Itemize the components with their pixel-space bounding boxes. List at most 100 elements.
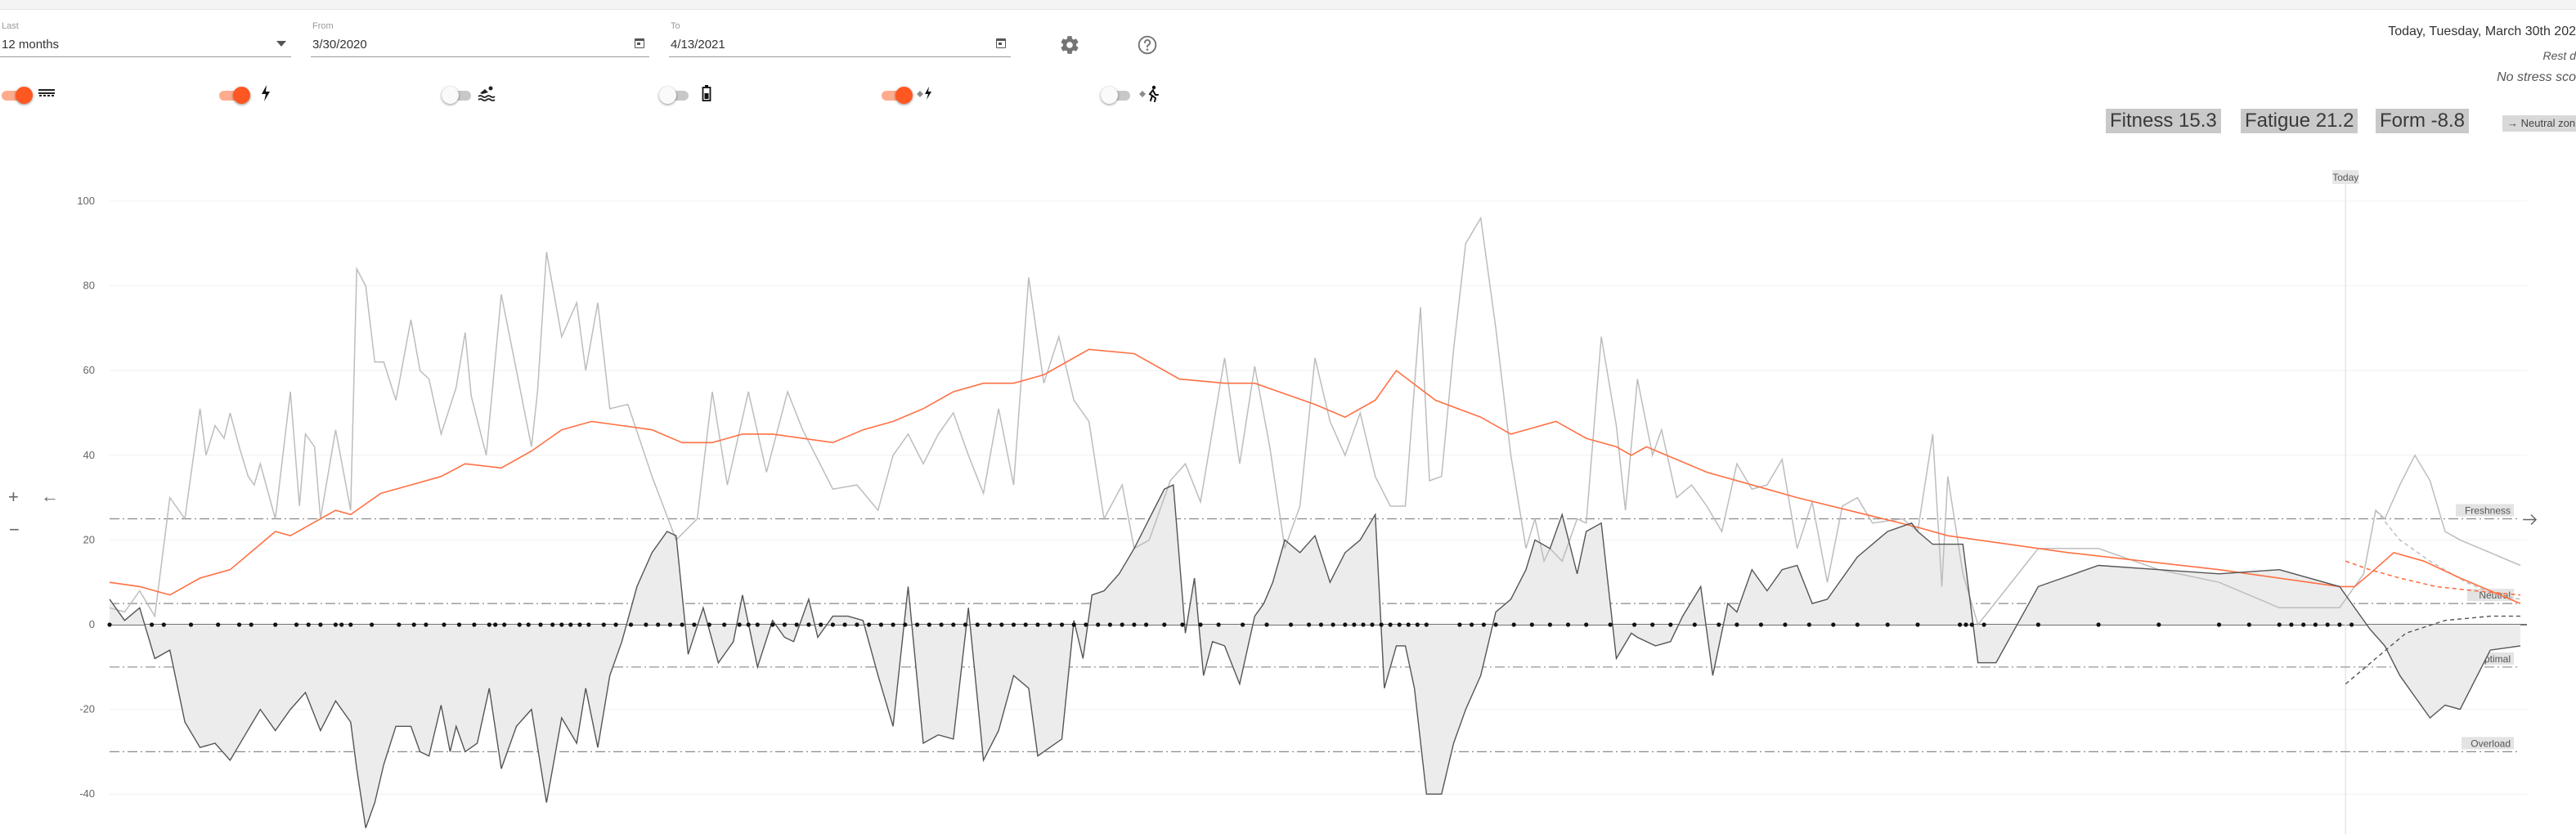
- arrow-right-icon: [2523, 513, 2538, 526]
- activity-marker: [1632, 622, 1637, 627]
- activity-marker: [1352, 622, 1357, 627]
- activity-marker: [782, 622, 788, 627]
- activity-markers: [107, 622, 2354, 627]
- form-line: [109, 484, 2521, 828]
- activity-marker: [1048, 622, 1052, 627]
- last-period-select[interactable]: Last 12 months: [0, 21, 291, 57]
- activity-marker: [2349, 622, 2354, 627]
- activity-marker: [1388, 622, 1393, 627]
- activity-marker: [1668, 622, 1673, 627]
- activity-marker: [1307, 622, 1312, 627]
- y-tick-label: 40: [83, 449, 95, 461]
- activity-marker: [161, 622, 166, 627]
- to-date-label: To: [671, 21, 680, 31]
- activity-marker: [939, 622, 944, 627]
- activity-marker: [1180, 622, 1185, 627]
- from-date-value: 3/30/2020: [312, 38, 367, 52]
- activity-marker: [487, 622, 491, 627]
- toggle-estimated-power[interactable]: [880, 85, 913, 105]
- zoom-in-button[interactable]: +: [8, 486, 19, 507]
- level-label-bg: [2462, 737, 2514, 750]
- activity-marker: [1981, 622, 1986, 627]
- activity-marker: [348, 622, 353, 627]
- gear-icon[interactable]: [1059, 34, 1080, 56]
- activity-marker: [273, 622, 278, 627]
- neutral-zone-chip: → Neutral zon: [2502, 115, 2576, 132]
- form-chip: Form -8.8: [2376, 109, 2470, 133]
- activity-marker: [951, 622, 956, 627]
- estimated-power-icon: [917, 87, 931, 100]
- toggle-running[interactable]: [0, 85, 33, 105]
- activity-marker: [472, 622, 477, 627]
- activity-marker: [2301, 622, 2306, 627]
- level-label: Overload: [2471, 738, 2511, 749]
- y-tick-label: -40: [79, 787, 95, 800]
- activity-marker: [456, 622, 462, 627]
- to-date-field[interactable]: To 4/13/2021: [669, 21, 1011, 57]
- zoom-out-button[interactable]: −: [9, 519, 20, 540]
- activity-marker: [2096, 622, 2101, 627]
- activity-marker: [1288, 622, 1294, 627]
- activity-marker: [559, 622, 564, 627]
- top-strip: [0, 0, 2576, 10]
- level-label-bg: [2467, 589, 2514, 602]
- activity-marker: [1318, 622, 1323, 627]
- activity-marker: [737, 622, 742, 627]
- activity-marker: [294, 622, 299, 627]
- activity-marker: [1084, 622, 1088, 627]
- activity-marker: [1011, 622, 1016, 627]
- activity-marker: [1547, 622, 1552, 627]
- y-tick-label: 20: [83, 533, 95, 545]
- activity-marker: [577, 622, 582, 627]
- calendar-icon[interactable]: [996, 38, 1006, 48]
- activity-marker: [339, 622, 344, 627]
- activity-marker: [692, 622, 697, 627]
- activity-marker: [1855, 622, 1860, 627]
- activity-marker: [1783, 622, 1788, 627]
- toggle-cycling-power[interactable]: [218, 85, 250, 105]
- activity-marker: [2216, 622, 2222, 627]
- y-axis: 100 80 60 40 20 0 -20 -40: [77, 195, 95, 800]
- activity-marker: [249, 622, 254, 627]
- activity-marker: [2035, 622, 2040, 627]
- help-icon[interactable]: [1137, 34, 1158, 56]
- level-label: Freshness: [2465, 505, 2511, 517]
- activity-marker: [150, 622, 155, 627]
- activity-marker: [586, 622, 591, 627]
- activity-marker: [1198, 622, 1203, 627]
- activity-marker: [2277, 622, 2282, 627]
- running-icon: [38, 89, 55, 96]
- activity-marker: [1493, 622, 1498, 627]
- toggle-swimming[interactable]: [442, 85, 474, 105]
- activity-marker: [819, 622, 824, 627]
- activity-marker: [442, 622, 447, 627]
- y-tick-label: 80: [83, 280, 95, 292]
- activity-marker: [963, 622, 968, 627]
- activity-marker: [370, 622, 375, 627]
- last-period-value: 12 months: [2, 38, 60, 52]
- calendar-icon[interactable]: [635, 38, 644, 48]
- activity-marker: [707, 622, 711, 627]
- activity-marker: [987, 622, 992, 627]
- today-label: Today: [2332, 172, 2358, 183]
- activity-marker: [667, 622, 673, 627]
- toggle-estimated-running[interactable]: [1101, 85, 1133, 105]
- activity-marker: [1144, 622, 1149, 627]
- activity-marker: [1216, 622, 1221, 627]
- activity-marker: [1415, 622, 1420, 627]
- activity-marker: [830, 622, 836, 627]
- estimated-running-icon: [1139, 85, 1159, 102]
- activity-marker: [755, 622, 760, 627]
- pan-back-button[interactable]: ←: [41, 486, 59, 506]
- activity-marker: [1692, 622, 1697, 627]
- toggle-battery[interactable]: [659, 85, 692, 105]
- activity-marker: [842, 622, 847, 627]
- activity-marker: [1457, 622, 1462, 627]
- fitness-chip: Fitness 15.3: [2106, 109, 2221, 133]
- fitness-projection-line: [2345, 560, 2521, 596]
- activity-marker: [746, 622, 751, 627]
- activity-marker: [1059, 622, 1065, 627]
- activity-marker: [1565, 622, 1571, 627]
- y-tick-label: 0: [89, 618, 95, 630]
- from-date-field[interactable]: From 3/30/2020: [311, 21, 649, 57]
